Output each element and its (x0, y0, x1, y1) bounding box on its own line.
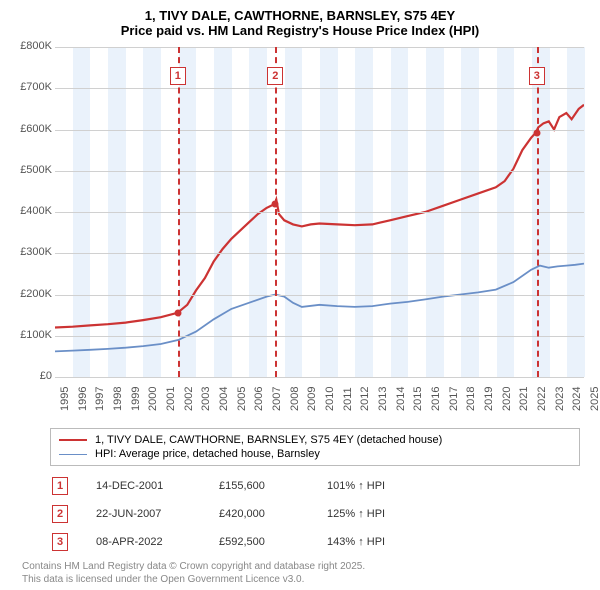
y-tick-label: £100K (10, 329, 52, 341)
gridline (55, 336, 584, 337)
x-tick-label: 2012 (359, 387, 370, 411)
legend-label: HPI: Average price, detached house, Barn… (95, 448, 320, 460)
x-tick-label: 2021 (518, 387, 529, 411)
gridline (55, 171, 584, 172)
sale-date: 22-JUN-2007 (96, 508, 191, 520)
sale-pct: 125% ↑ HPI (327, 508, 385, 520)
gridline (55, 212, 584, 213)
x-tick-label: 2005 (236, 387, 247, 411)
y-tick-label: £0 (10, 370, 52, 382)
x-tick-label: 2013 (377, 387, 388, 411)
x-tick-label: 2009 (306, 387, 317, 411)
legend-row: HPI: Average price, detached house, Barn… (59, 447, 571, 461)
x-tick-label: 2018 (465, 387, 476, 411)
chart-title-block: 1, TIVY DALE, CAWTHORNE, BARNSLEY, S75 4… (0, 0, 600, 42)
x-tick-label: 2002 (183, 387, 194, 411)
x-tick-label: 2003 (200, 387, 211, 411)
x-tick-label: 2017 (448, 387, 459, 411)
x-tick-label: 1999 (130, 387, 141, 411)
sale-pct: 143% ↑ HPI (327, 536, 385, 548)
x-tick-label: 1996 (77, 387, 88, 411)
legend-box: 1, TIVY DALE, CAWTHORNE, BARNSLEY, S75 4… (50, 428, 580, 466)
sale-row: 3 08-APR-2022 £592,500 143% ↑ HPI (0, 528, 600, 556)
x-tick-label: 2000 (147, 387, 158, 411)
sale-row-marker: 2 (52, 505, 68, 523)
y-tick-label: £300K (10, 246, 52, 258)
sale-pct: 101% ↑ HPI (327, 480, 385, 492)
x-tick-label: 2004 (218, 387, 229, 411)
sale-marker-vline (537, 47, 539, 377)
x-tick-label: 2008 (289, 387, 300, 411)
x-tick-label: 1995 (59, 387, 70, 411)
legend-label: 1, TIVY DALE, CAWTHORNE, BARNSLEY, S75 4… (95, 434, 442, 446)
sale-marker-box: 3 (529, 67, 545, 85)
x-tick-label: 2023 (554, 387, 565, 411)
sale-price: £420,000 (219, 508, 299, 520)
gridline (55, 253, 584, 254)
sale-price: £592,500 (219, 536, 299, 548)
x-tick-label: 2011 (342, 387, 353, 411)
sale-marker-vline (275, 47, 277, 377)
sale-marker-vline (178, 47, 180, 377)
y-tick-label: £500K (10, 164, 52, 176)
x-tick-label: 1998 (112, 387, 123, 411)
sale-row: 2 22-JUN-2007 £420,000 125% ↑ HPI (0, 500, 600, 528)
x-tick-label: 2014 (395, 387, 406, 411)
sale-marker-box: 1 (170, 67, 186, 85)
y-tick-label: £600K (10, 123, 52, 135)
legend-swatch (59, 439, 87, 441)
sale-date: 14-DEC-2001 (96, 480, 191, 492)
x-tick-label: 1997 (94, 387, 105, 411)
gridline (55, 88, 584, 89)
sale-marker-dot (533, 129, 540, 136)
y-tick-label: £200K (10, 288, 52, 300)
gridline (55, 377, 584, 378)
title-line2: Price paid vs. HM Land Registry's House … (10, 23, 590, 38)
x-tick-label: 2016 (430, 387, 441, 411)
gridline (55, 130, 584, 131)
sale-row-marker: 1 (52, 477, 68, 495)
x-tick-label: 2010 (324, 387, 335, 411)
y-tick-label: £700K (10, 81, 52, 93)
x-tick-label: 2024 (571, 387, 582, 411)
footer-line1: Contains HM Land Registry data © Crown c… (22, 560, 600, 573)
sale-marker-dot (272, 200, 279, 207)
x-tick-label: 2022 (536, 387, 547, 411)
sales-block: 1 14-DEC-2001 £155,600 101% ↑ HPI 2 22-JUN-20… (0, 472, 600, 556)
chart-area: £0 £100K £200K £300K £400K £500K £600K £700K £80… (10, 42, 590, 422)
legend-swatch (59, 454, 87, 455)
sale-row: 1 14-DEC-2001 £155,600 101% ↑ HPI (0, 472, 600, 500)
y-tick-label: £800K (10, 40, 52, 52)
legend-row: 1, TIVY DALE, CAWTHORNE, BARNSLEY, S75 4… (59, 433, 571, 447)
x-tick-label: 2007 (271, 387, 282, 411)
gridline (55, 47, 584, 48)
sale-price: £155,600 (219, 480, 299, 492)
sale-date: 08-APR-2022 (96, 536, 191, 548)
sale-marker-box: 2 (267, 67, 283, 85)
x-tick-label: 2015 (412, 387, 423, 411)
gridline (55, 295, 584, 296)
x-tick-label: 2020 (501, 387, 512, 411)
x-tick-label: 2019 (483, 387, 494, 411)
footer-line2: This data is licensed under the Open Gov… (22, 573, 600, 586)
sale-row-marker: 3 (52, 533, 68, 551)
page-container: 1, TIVY DALE, CAWTHORNE, BARNSLEY, S75 4… (0, 0, 600, 590)
sale-marker-dot (174, 309, 181, 316)
x-tick-label: 2001 (165, 387, 176, 411)
series-line-hpi (55, 264, 584, 352)
plot-region: 1 2 3 (55, 47, 585, 377)
title-line1: 1, TIVY DALE, CAWTHORNE, BARNSLEY, S75 4… (10, 8, 590, 23)
x-tick-label: 2006 (253, 387, 264, 411)
y-tick-label: £400K (10, 205, 52, 217)
x-tick-label: 2025 (589, 387, 600, 411)
footer-attribution: Contains HM Land Registry data © Crown c… (0, 556, 600, 586)
